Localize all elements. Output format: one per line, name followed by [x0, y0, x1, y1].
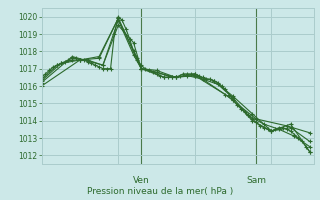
Text: Ven: Ven — [133, 176, 149, 185]
Text: Pression niveau de la mer( hPa ): Pression niveau de la mer( hPa ) — [87, 187, 233, 196]
Text: Sam: Sam — [246, 176, 266, 185]
